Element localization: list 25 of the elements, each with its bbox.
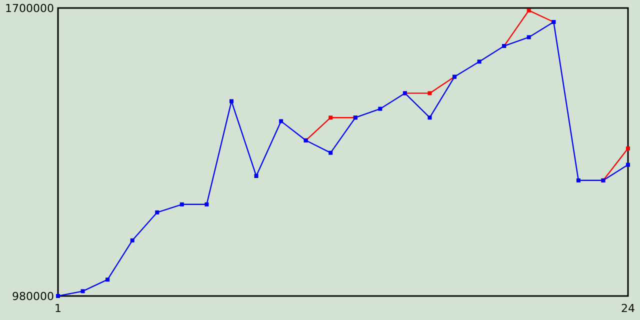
point	[526, 35, 531, 40]
point	[180, 202, 184, 206]
point	[279, 119, 284, 124]
point	[328, 116, 333, 120]
point	[204, 202, 209, 206]
point	[378, 106, 382, 111]
point	[56, 294, 60, 298]
point	[106, 278, 110, 282]
y-tick-label: 1700000	[5, 2, 54, 15]
point	[626, 162, 630, 167]
x-tick-label: 24	[621, 302, 635, 315]
point	[526, 8, 531, 12]
point	[328, 150, 333, 155]
y-tick-label: 980000	[12, 290, 54, 303]
point	[155, 210, 160, 214]
point	[477, 60, 482, 64]
point	[626, 146, 630, 150]
point	[428, 116, 432, 120]
point	[80, 289, 85, 294]
point	[576, 178, 580, 182]
point	[130, 238, 134, 242]
point	[229, 99, 234, 104]
point	[428, 91, 432, 96]
point	[254, 174, 258, 178]
x-tick-label: 1	[54, 302, 62, 315]
